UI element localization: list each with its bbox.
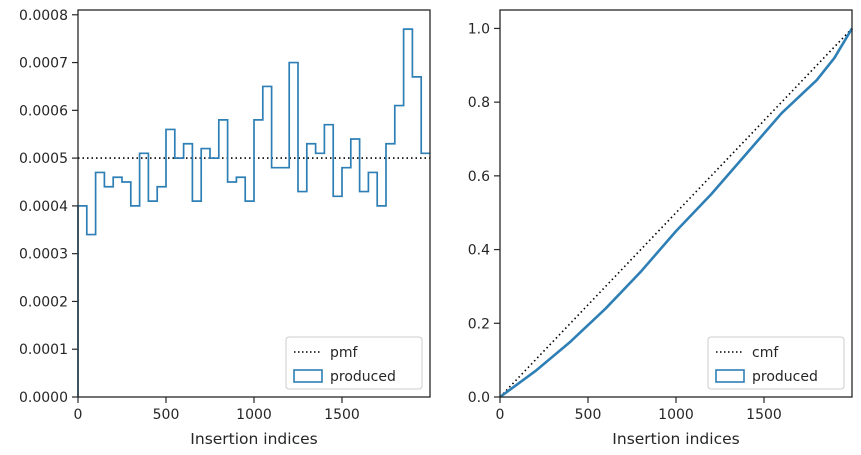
x-tick-label: 1500 — [324, 407, 360, 423]
y-tick-label: 0.0000 — [19, 390, 68, 406]
histogram-bin — [175, 158, 184, 397]
y-tick-label: 0.2 — [468, 316, 490, 332]
pmf-histogram-panel: 0 500 1000 1500 0.0000 0.0001 0.0002 0.0003 0.00… — [19, 8, 431, 448]
x-axis-label: Insertion indices — [190, 430, 317, 448]
histogram-bin — [148, 201, 157, 397]
y-tick-label: 0.0002 — [19, 294, 68, 310]
legend-label-produced: produced — [752, 369, 818, 385]
x-tick-label: 500 — [153, 407, 180, 423]
y-tick-label: 0.0004 — [19, 199, 68, 215]
legend-box — [285, 336, 423, 390]
histogram-bin — [166, 129, 175, 397]
x-tick-label: 500 — [575, 407, 602, 423]
y-tick-label: 0.0006 — [19, 103, 68, 119]
histogram-bin — [122, 182, 131, 397]
histogram-bin — [140, 153, 149, 397]
y-tick-label: 0.8 — [468, 95, 490, 111]
y-tick-label: 0.0007 — [19, 56, 68, 72]
histogram-bin — [87, 235, 96, 397]
histogram-bin — [236, 177, 245, 397]
histogram-bin — [219, 120, 228, 397]
legend-marker-produced — [293, 369, 323, 383]
legend-marker-produced — [715, 369, 745, 383]
legend-label-produced: produced — [330, 369, 396, 385]
histogram-bin — [78, 206, 87, 397]
y-tick-label: 0.0 — [468, 390, 490, 406]
plot-frame — [499, 9, 853, 398]
histogram-bin — [96, 172, 105, 397]
cmf-line-panel: 0 500 1000 1500 0.0 0.2 0.4 0.6 0.8 1.0 Insertion … — [468, 9, 854, 448]
x-tick-label: 0 — [496, 407, 505, 423]
histogram-bin — [104, 187, 113, 397]
histogram-bin — [210, 158, 219, 397]
legend-box — [707, 336, 845, 390]
legend-label-pmf: pmf — [330, 345, 359, 361]
histogram-bin — [131, 206, 140, 397]
histogram-bin — [157, 187, 166, 397]
plot-frame — [77, 9, 431, 398]
y-tick-label: 0.6 — [468, 169, 490, 185]
produced-histogram-step — [77, 28, 430, 397]
histogram-bin — [228, 182, 237, 397]
legend-label-cmf: cmf — [752, 345, 779, 361]
histogram-bin — [254, 120, 263, 397]
y-tick-label: 0.4 — [468, 243, 490, 259]
histogram-bin — [245, 201, 254, 397]
histogram-bin — [201, 149, 210, 397]
x-axis-label: Insertion indices — [612, 430, 739, 448]
y-tick-label: 0.0003 — [19, 247, 68, 263]
x-tick-label: 1000 — [236, 407, 272, 423]
x-tick-label: 0 — [74, 407, 83, 423]
histogram-bin — [113, 177, 122, 397]
histogram-bin — [184, 144, 193, 397]
y-tick-label: 1.0 — [468, 21, 490, 37]
produced-cumulative-line — [499, 27, 854, 399]
histogram-bin — [192, 201, 201, 397]
y-tick-label: 0.0008 — [19, 8, 68, 24]
histogram-bin — [272, 168, 281, 397]
y-tick-label: 0.0005 — [19, 151, 68, 167]
x-tick-label: 1500 — [746, 407, 782, 423]
x-tick-label: 1000 — [658, 407, 694, 423]
y-tick-label: 0.0001 — [19, 342, 68, 358]
histogram-bin — [421, 153, 430, 397]
histogram-bin — [263, 86, 272, 397]
